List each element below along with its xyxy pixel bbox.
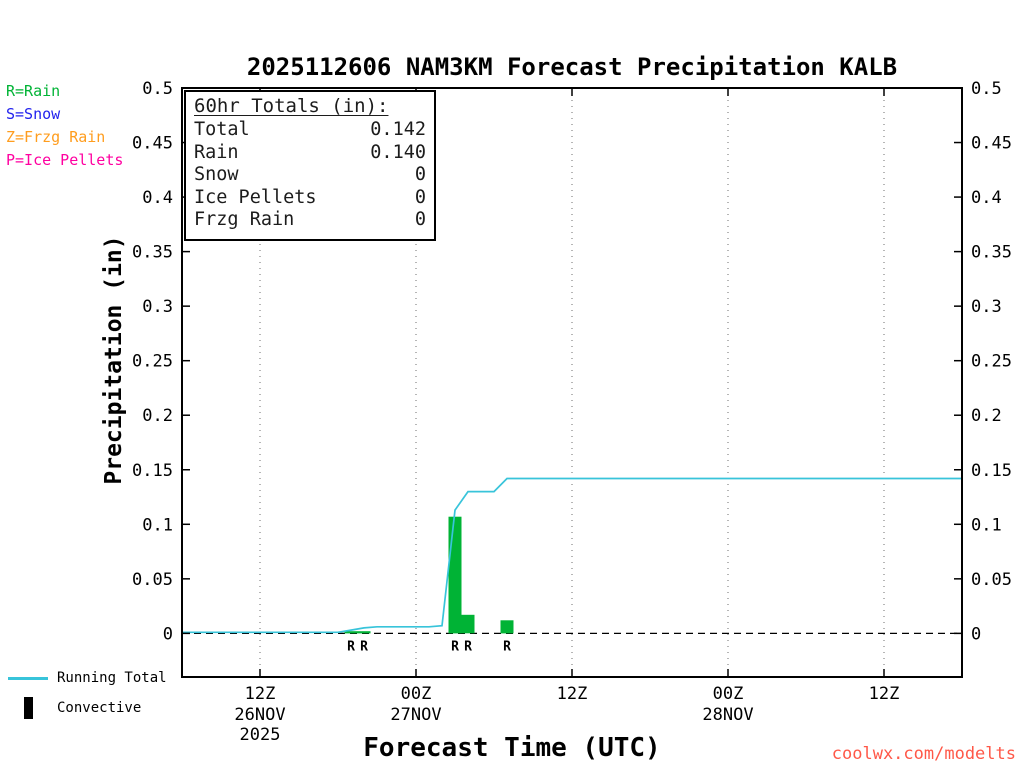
y-tick-label-right: 0.1: [971, 515, 1002, 535]
x-axis-title: Forecast Time (UTC): [363, 733, 661, 763]
y-tick-label-left: 0: [163, 624, 173, 644]
x-tick-label: 12Z: [869, 684, 900, 704]
y-tick-label-left: 0.4: [142, 188, 173, 208]
y-tick-label-left: 0.2: [142, 406, 173, 426]
totals-label: Total: [194, 119, 250, 140]
totals-value: 0: [414, 209, 426, 231]
x-date-label: 28NOV: [702, 705, 753, 725]
legend-item-snow: S=Snow: [6, 105, 61, 123]
totals-value: 0.140: [370, 141, 426, 163]
totals-row-rain: Rain 0.140: [194, 142, 426, 165]
totals-label: Frzg Rain: [194, 209, 295, 231]
y-tick-label-right: 0.05: [971, 570, 1012, 590]
running-total-label: Running Total: [57, 670, 167, 686]
totals-header: 60hr Totals (in):: [194, 95, 389, 117]
x-tick-label: 12Z: [557, 684, 588, 704]
totals-label: Rain: [194, 141, 239, 163]
y-axis-title: Precipitation (in): [101, 235, 127, 485]
totals-label: Snow: [194, 164, 239, 186]
totals-box: 60hr Totals (in): Total 0.142 Rain 0.140…: [184, 90, 436, 241]
hourly-precip-bar: [448, 516, 462, 634]
y-tick-label-left: 0.1: [142, 515, 173, 535]
y-tick-label-right: 0.2: [971, 406, 1002, 426]
convective-swatch-wrap: [8, 697, 48, 719]
y-tick-label-left: 0.5: [142, 79, 173, 99]
y-tick-label-right: 0.35: [971, 243, 1012, 263]
y-tick-label-right: 0: [971, 624, 981, 644]
x-date-label: 27NOV: [390, 705, 441, 725]
precip-type-marker: R: [464, 639, 472, 654]
totals-value: 0: [414, 186, 426, 208]
totals-row-ice-pellets: Ice Pellets 0: [194, 187, 426, 210]
y-tick-label-left: 0.45: [132, 134, 173, 154]
x-tick-label: 00Z: [401, 684, 432, 704]
legend-item-ice-pellets: P=Ice Pellets: [6, 151, 124, 169]
y-tick-label-right: 0.3: [971, 297, 1002, 317]
watermark: coolwx.com/modelts: [831, 744, 1016, 764]
legend-item-frzg-rain: Z=Frzg Rain: [6, 128, 106, 146]
x-date-label: 2025: [240, 725, 281, 745]
precip-type-marker: R: [360, 639, 368, 654]
hourly-precip-bar: [461, 614, 475, 634]
y-tick-label-left: 0.05: [132, 570, 173, 590]
totals-row-frzg-rain: Frzg Rain 0: [194, 209, 426, 232]
legend-running-total: Running Total: [8, 670, 167, 686]
y-tick-label-right: 0.4: [971, 188, 1002, 208]
chart-title: 2025112606 NAM3KM Forecast Precipitation…: [246, 53, 898, 81]
totals-value: 0: [414, 164, 426, 186]
x-tick-label: 00Z: [713, 684, 744, 704]
hourly-precip-bar: [500, 620, 514, 634]
totals-row-total: Total 0.142: [194, 119, 426, 142]
y-tick-label-right: 0.5: [971, 79, 1002, 99]
y-tick-label-right: 0.45: [971, 134, 1012, 154]
precip-type-legend: R=Rain S=Snow Z=Frzg Rain P=Ice Pellets: [6, 80, 123, 172]
legend-item-rain: R=Rain: [6, 82, 61, 100]
hourly-precip-bar: [344, 631, 358, 634]
convective-bar-swatch: [23, 697, 33, 719]
precip-type-marker: R: [451, 639, 459, 654]
hourly-precip-bar: [357, 631, 371, 634]
convective-label: Convective: [57, 700, 142, 716]
totals-row-snow: Snow 0: [194, 164, 426, 187]
y-tick-label-left: 0.15: [132, 461, 173, 481]
precip-type-marker: R: [347, 639, 355, 654]
y-tick-label-left: 0.35: [132, 243, 173, 263]
legend-convective: Convective: [8, 697, 141, 719]
y-tick-label-right: 0.15: [971, 461, 1012, 481]
y-tick-label-left: 0.3: [142, 297, 173, 317]
running-total-line-swatch: [8, 676, 48, 680]
totals-value: 0.142: [370, 119, 426, 140]
y-tick-label-left: 0.25: [132, 352, 173, 372]
y-tick-label-right: 0.25: [971, 352, 1012, 372]
running-total-line: [182, 477, 962, 634]
precip-type-marker: R: [503, 639, 511, 654]
x-date-label: 26NOV: [234, 705, 285, 725]
x-tick-label: 12Z: [245, 684, 276, 704]
totals-label: Ice Pellets: [194, 186, 317, 208]
